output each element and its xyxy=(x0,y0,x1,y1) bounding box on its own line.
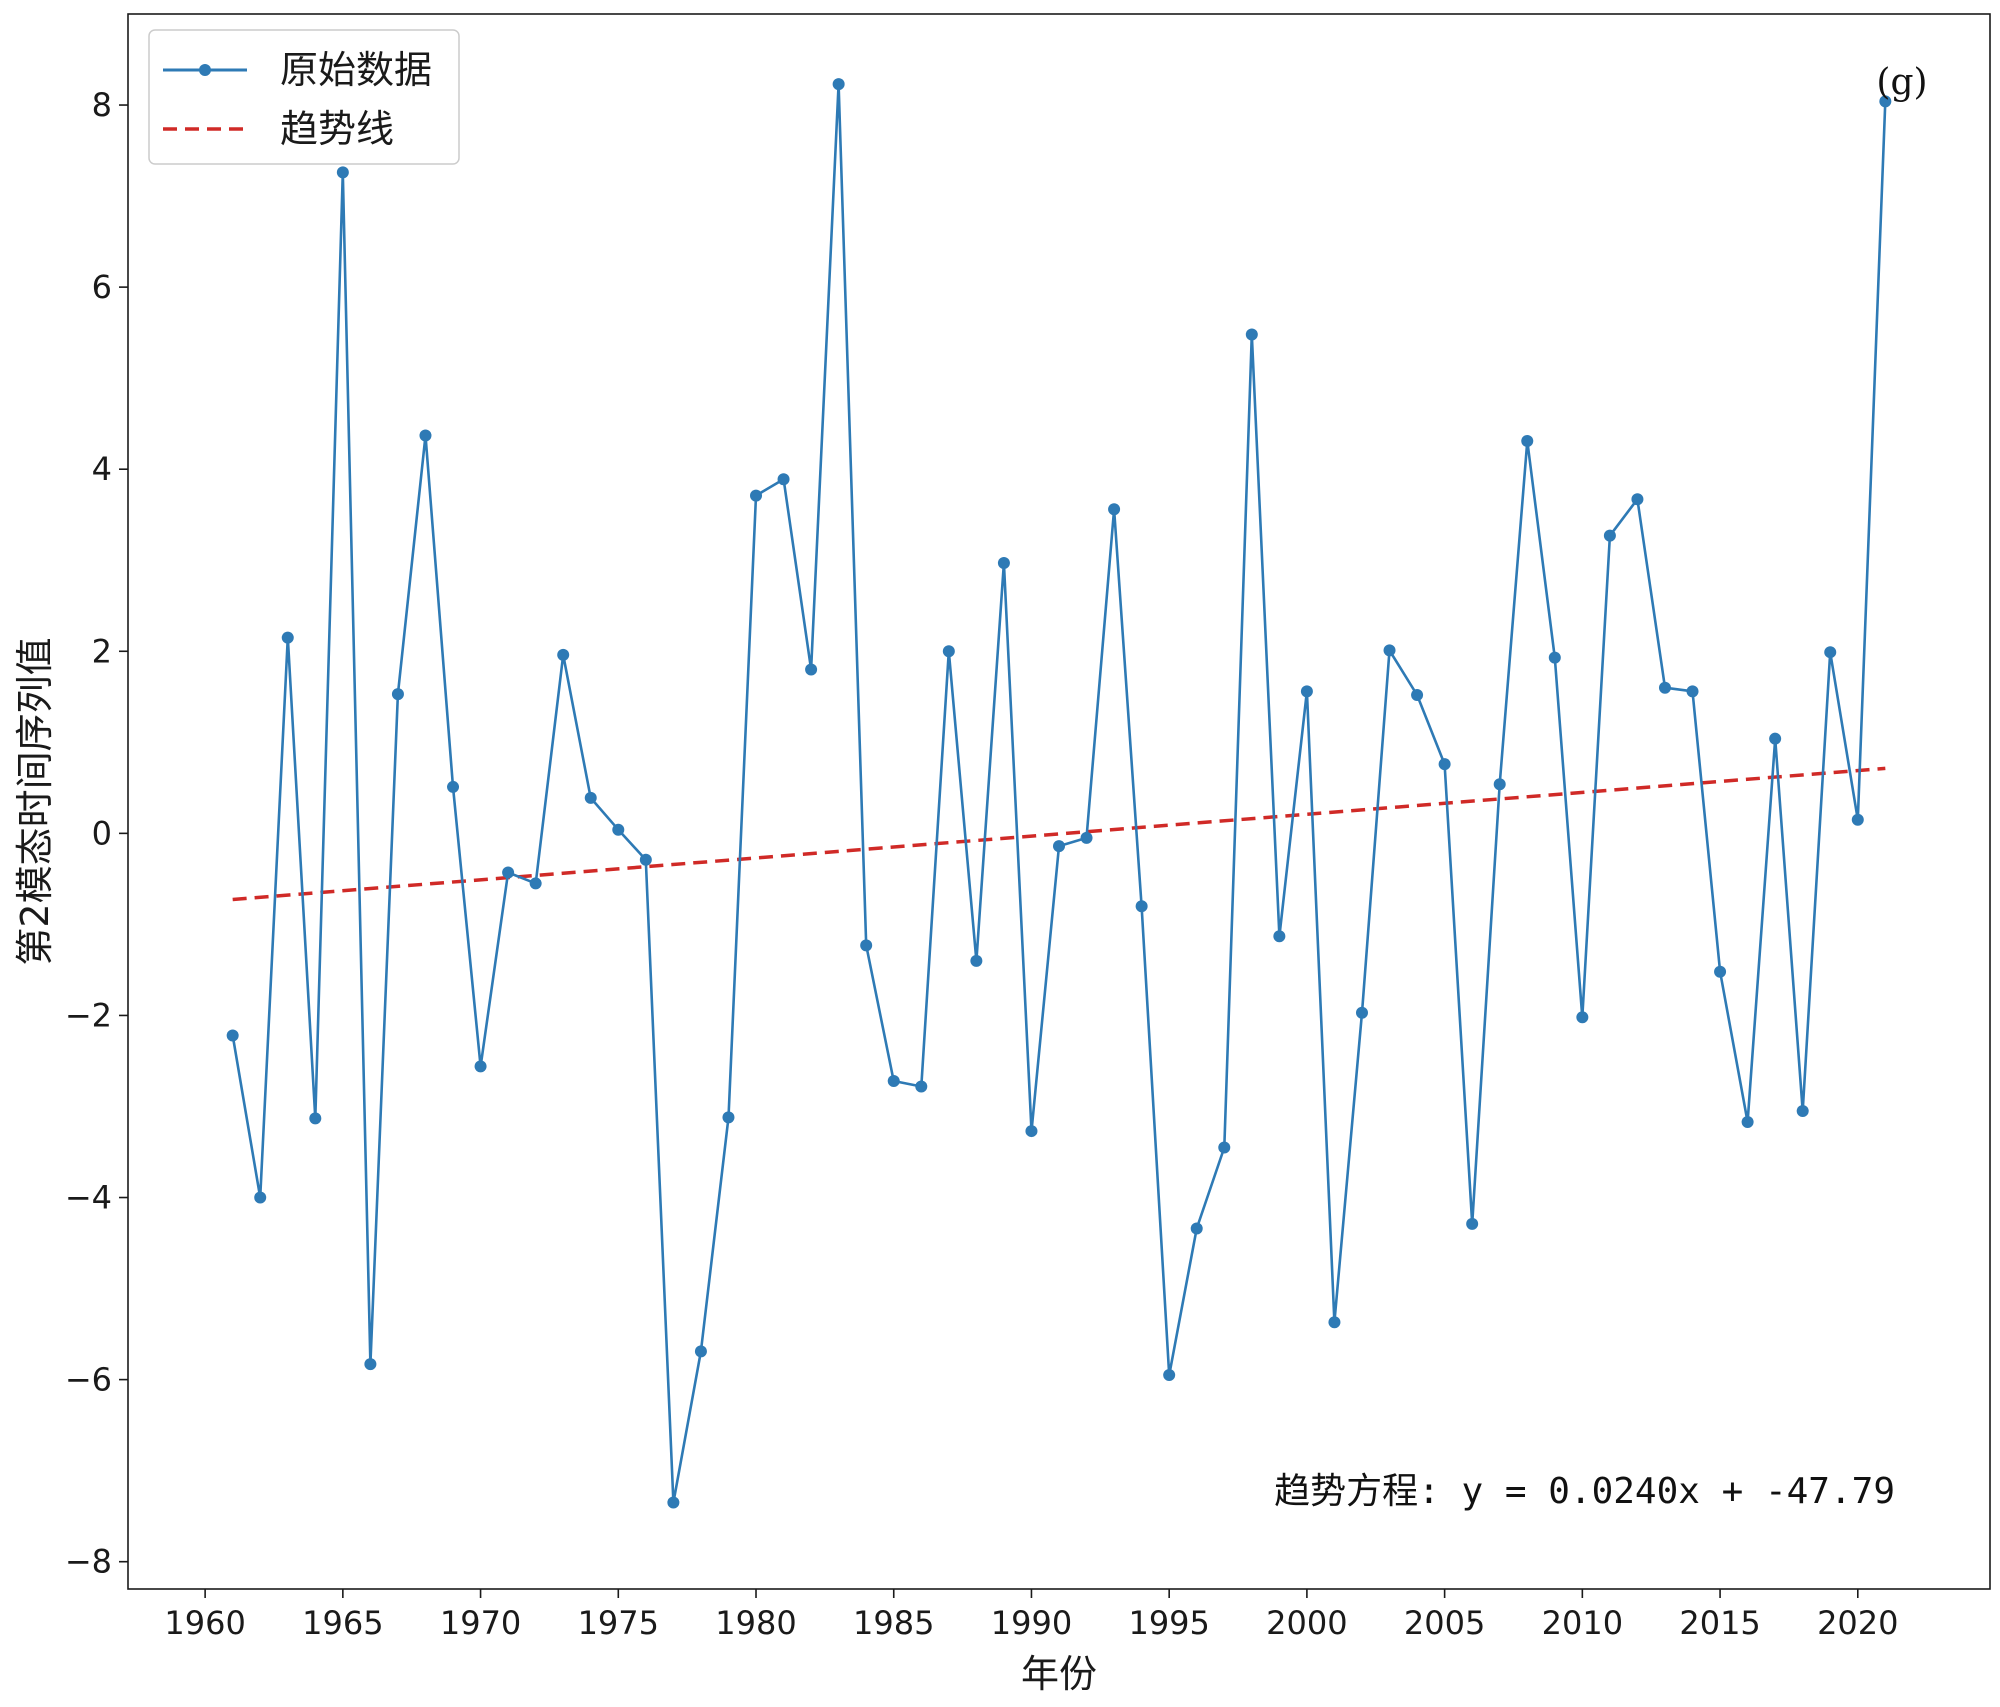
data-point xyxy=(1521,434,1534,447)
y-tick-label: 4 xyxy=(92,450,112,488)
y-tick-label: −4 xyxy=(65,1179,112,1217)
data-point xyxy=(915,1080,928,1093)
data-point xyxy=(942,645,955,658)
x-tick-label: 2000 xyxy=(1266,1604,1347,1642)
data-point xyxy=(887,1074,900,1087)
data-point xyxy=(1135,900,1148,913)
data-point xyxy=(1245,328,1258,341)
data-point xyxy=(832,78,845,91)
x-axis-label: 年份 xyxy=(1021,1652,1097,1696)
data-point xyxy=(639,853,652,866)
y-tick-label: 6 xyxy=(92,268,112,306)
x-tick-label: 2010 xyxy=(1542,1604,1623,1642)
data-point xyxy=(1190,1222,1203,1235)
trend-equation-annotation: 趋势方程: y = 0.0240x + -47.79 xyxy=(1274,1471,1895,1512)
legend-marker-raw-data xyxy=(199,64,211,76)
data-point xyxy=(309,1112,322,1125)
data-point xyxy=(750,489,763,502)
data-point xyxy=(336,166,349,179)
panel-label: (g) xyxy=(1876,62,1927,103)
data-point xyxy=(997,556,1010,569)
x-tick-label: 1960 xyxy=(164,1604,245,1642)
data-point xyxy=(1080,831,1093,844)
data-point xyxy=(1824,646,1837,659)
x-tick-label: 2005 xyxy=(1404,1604,1485,1642)
data-point xyxy=(1796,1105,1809,1118)
y-tick-label: −6 xyxy=(65,1361,112,1399)
data-point xyxy=(722,1111,735,1124)
data-point xyxy=(694,1345,707,1358)
x-tick-label: 1985 xyxy=(853,1604,934,1642)
data-point xyxy=(1411,688,1424,701)
data-point xyxy=(777,473,790,486)
data-point xyxy=(364,1358,377,1371)
data-point xyxy=(447,780,460,793)
data-point xyxy=(474,1060,487,1073)
x-tick-label: 1975 xyxy=(578,1604,659,1642)
data-point xyxy=(1686,685,1699,698)
data-point xyxy=(391,688,404,701)
data-point xyxy=(1631,493,1644,506)
legend-box xyxy=(148,29,460,165)
legend-label-trend-line: 趋势线 xyxy=(280,107,394,151)
data-point xyxy=(1025,1125,1038,1138)
data-point xyxy=(1879,95,1892,108)
data-point xyxy=(584,791,597,804)
data-point xyxy=(226,1029,239,1042)
data-point xyxy=(612,823,625,836)
data-point xyxy=(1355,1006,1368,1019)
data-point xyxy=(1576,1011,1589,1024)
x-tick-label: 1965 xyxy=(302,1604,383,1642)
data-point xyxy=(1466,1217,1479,1230)
data-point xyxy=(1300,685,1313,698)
x-tick-label: 2015 xyxy=(1679,1604,1760,1642)
legend: 原始数据 趋势线 xyxy=(148,29,460,165)
x-tick-label: 1995 xyxy=(1128,1604,1209,1642)
data-point xyxy=(1769,732,1782,745)
x-tick-label: 1990 xyxy=(991,1604,1072,1642)
data-point xyxy=(529,877,542,890)
legend-label-raw-data: 原始数据 xyxy=(280,48,432,92)
data-point xyxy=(502,866,515,879)
data-point xyxy=(1658,681,1671,694)
x-tick-label: 1970 xyxy=(440,1604,521,1642)
data-point xyxy=(419,429,432,442)
data-point xyxy=(1383,644,1396,657)
data-point xyxy=(1851,813,1864,826)
x-tick-label: 2020 xyxy=(1817,1604,1898,1642)
data-point xyxy=(667,1496,680,1509)
data-point xyxy=(1438,758,1451,771)
data-point xyxy=(1493,778,1506,791)
y-tick-label: 8 xyxy=(92,86,112,124)
data-point xyxy=(1741,1115,1754,1128)
data-point xyxy=(860,939,873,952)
y-axis-label: 第2模态时间序列值 xyxy=(13,637,57,965)
data-point xyxy=(1714,965,1727,978)
data-point xyxy=(805,663,818,676)
axis-ticks: 1960 1965 1970 1975 1980 1985 1990 1995 2000 2005… xyxy=(65,86,1899,1642)
y-tick-label: −8 xyxy=(65,1543,112,1581)
y-tick-label: −2 xyxy=(65,996,112,1034)
y-tick-label: 0 xyxy=(92,814,112,852)
data-point xyxy=(1053,840,1065,853)
data-point xyxy=(1218,1141,1231,1154)
data-point xyxy=(1548,651,1561,664)
data-point xyxy=(1328,1316,1341,1329)
data-point xyxy=(557,648,570,661)
data-point xyxy=(1603,529,1616,542)
data-point xyxy=(970,954,983,967)
data-point xyxy=(281,631,294,644)
data-point xyxy=(254,1191,267,1204)
plot-area xyxy=(226,78,1892,1509)
y-tick-label: 2 xyxy=(92,632,112,670)
plot-frame xyxy=(127,13,1991,1590)
data-point xyxy=(1108,503,1121,516)
data-point xyxy=(1163,1369,1176,1382)
data-point xyxy=(1273,930,1286,943)
x-tick-label: 1980 xyxy=(715,1604,796,1642)
